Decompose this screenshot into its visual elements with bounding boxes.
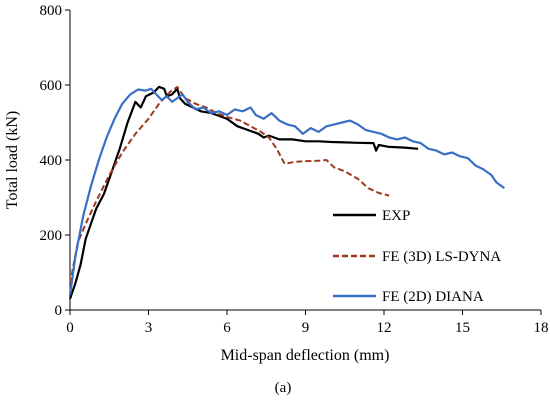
series-line-fe-2d-diana (68, 87, 506, 296)
legend: EXP FE (3D) LS-DYNA FE (2D) DIANA (333, 208, 501, 305)
x-tick-label: 12 (377, 320, 392, 336)
y-tick-label: 200 (40, 228, 63, 244)
y-tick-label: 800 (40, 3, 63, 19)
legend-label-exp: EXP (382, 208, 410, 224)
x-tick-label: 6 (223, 320, 231, 336)
y-axis-title: Total load (kN) (4, 111, 21, 209)
series (68, 85, 506, 300)
y-tick-label: 600 (40, 78, 63, 94)
y-tick-label: 0 (55, 303, 63, 319)
x-tick-label: 15 (455, 320, 470, 336)
x-axis-title: Mid-span deflection (mm) (221, 347, 390, 364)
panel-label: (a) (275, 380, 292, 396)
ticks: 0 3 6 9 12 15 18 0 200 400 600 800 (40, 3, 549, 336)
x-tick-label: 18 (534, 320, 549, 336)
legend-label-fe-2d-diana: FE (2D) DIANA (382, 289, 484, 305)
y-tick-label: 400 (40, 153, 63, 169)
x-tick-label: 9 (302, 320, 310, 336)
legend-label-fe-3d-ls-dyna: FE (3D) LS-DYNA (382, 249, 501, 265)
series-line-fe-3d-ls-dyna (69, 85, 390, 284)
series-line-exp (68, 85, 419, 300)
x-tick-label: 3 (145, 320, 153, 336)
x-tick-label: 0 (66, 320, 74, 336)
